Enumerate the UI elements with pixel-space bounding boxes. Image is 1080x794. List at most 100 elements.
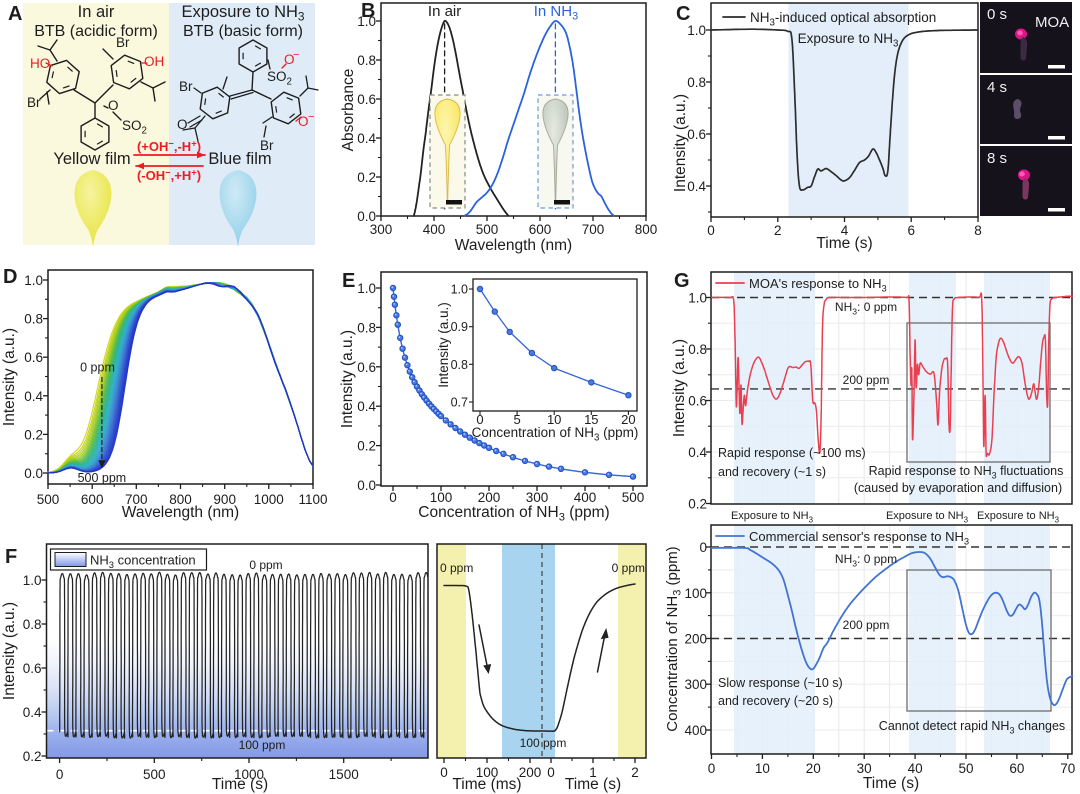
svg-text:Time (s): Time (s): [863, 775, 919, 792]
svg-text:10: 10: [755, 761, 770, 776]
svg-text:Intensity (a.u.): Intensity (a.u.): [672, 94, 689, 192]
svg-text:0.4: 0.4: [23, 705, 42, 720]
svg-text:15: 15: [584, 412, 598, 427]
svg-text:G: G: [674, 270, 690, 292]
svg-text:0.2: 0.2: [688, 497, 707, 512]
svg-text:MOA's response to NH3​: MOA's response to NH3​: [749, 276, 887, 294]
svg-text:SO2​: SO2​: [122, 118, 147, 137]
svg-text:400: 400: [423, 222, 446, 237]
svg-text:Time (s): Time (s): [816, 235, 872, 252]
svg-text:200: 200: [519, 765, 542, 780]
svg-text:Wavelength (nm): Wavelength (nm): [455, 237, 572, 254]
svg-text:−: −: [293, 49, 299, 61]
svg-text:0.8: 0.8: [451, 358, 468, 372]
svg-text:300: 300: [370, 222, 393, 237]
svg-text:0.0: 0.0: [24, 466, 43, 481]
svg-text:Wavelength (nm): Wavelength (nm): [122, 504, 239, 521]
svg-text:Commercial sensor's response t: Commercial sensor's response to NH3​: [749, 529, 969, 547]
svg-text:100 ppm: 100 ppm: [520, 736, 567, 750]
svg-text:Intensity (a.u.): Intensity (a.u.): [671, 339, 688, 437]
svg-text:300: 300: [526, 490, 549, 505]
svg-text:1.0: 1.0: [357, 14, 376, 29]
svg-text:0: 0: [707, 223, 715, 238]
svg-text:(-OH−​,+H+​): (-OH−​,+H+​): [137, 167, 201, 184]
svg-text:Yellow film: Yellow film: [53, 150, 130, 168]
svg-text:Intensity (a.u.): Intensity (a.u.): [436, 302, 451, 388]
svg-text:D: D: [3, 266, 17, 288]
svg-text:0 ppm: 0 ppm: [440, 561, 473, 575]
svg-text:0.8: 0.8: [688, 342, 707, 357]
svg-text:Absorbance: Absorbance: [340, 69, 357, 152]
svg-text:0.6: 0.6: [688, 394, 707, 409]
svg-text:Time (ms): Time (ms): [452, 776, 521, 793]
svg-text:OH: OH: [144, 54, 164, 69]
svg-text:O: O: [108, 98, 119, 113]
svg-text:E: E: [342, 270, 355, 292]
svg-text:Exposure to NH3​: Exposure to NH3​: [977, 510, 1060, 525]
svg-text:Concentration of NH3​ (ppm): Concentration of NH3​ (ppm): [418, 504, 609, 524]
svg-text:100: 100: [684, 586, 707, 601]
svg-text:1500: 1500: [329, 767, 359, 782]
svg-text:F: F: [5, 546, 17, 568]
svg-text:In NH3​: In NH3​: [534, 3, 578, 23]
svg-text:200: 200: [478, 490, 501, 505]
svg-text:5: 5: [513, 412, 520, 427]
svg-text:1.0: 1.0: [687, 23, 706, 38]
svg-text:Cannot detect rapid NH3​ chang: Cannot detect rapid NH3​ changes: [879, 719, 1065, 736]
svg-text:Concentration of NH3​ (ppm): Concentration of NH3​ (ppm): [664, 546, 684, 731]
svg-text:0.2: 0.2: [357, 439, 376, 454]
svg-text:20: 20: [621, 412, 635, 427]
svg-text:0.4: 0.4: [688, 445, 707, 460]
svg-text:O: O: [298, 114, 309, 129]
svg-text:0 ppm: 0 ppm: [612, 561, 645, 575]
svg-text:800: 800: [635, 222, 658, 237]
svg-text:Intensity (a.u.): Intensity (a.u.): [339, 330, 356, 428]
svg-text:Blue film: Blue film: [208, 150, 271, 168]
svg-text:0 s: 0 s: [987, 6, 1007, 23]
svg-text:0.2: 0.2: [24, 427, 43, 442]
svg-text:500 ppm: 500 ppm: [78, 471, 127, 485]
svg-text:60: 60: [1009, 761, 1024, 776]
svg-text:0: 0: [699, 540, 707, 555]
svg-text:8: 8: [974, 223, 982, 238]
svg-text:100 ppm: 100 ppm: [239, 738, 286, 752]
svg-text:0.6: 0.6: [357, 92, 376, 107]
svg-text:Br: Br: [179, 79, 193, 94]
svg-text:0.8: 0.8: [357, 53, 376, 68]
svg-text:Exposure to NH3​: Exposure to NH3​: [798, 31, 899, 50]
svg-text:40: 40: [908, 761, 923, 776]
svg-text:900: 900: [213, 492, 236, 507]
svg-text:0.6: 0.6: [23, 661, 42, 676]
svg-text:0.8: 0.8: [24, 312, 43, 327]
svg-text:0: 0: [476, 412, 483, 427]
svg-text:NH3​ concentration: NH3​ concentration: [90, 553, 196, 571]
svg-text:100: 100: [476, 765, 499, 780]
svg-text:4 s: 4 s: [987, 79, 1007, 96]
svg-text:0.7: 0.7: [451, 396, 468, 410]
svg-text:50: 50: [958, 761, 973, 776]
svg-text:0: 0: [56, 767, 64, 782]
svg-text:500: 500: [622, 490, 645, 505]
svg-text:Exposure to NH3​: Exposure to NH3​: [731, 510, 814, 525]
svg-text:8 s: 8 s: [987, 150, 1007, 167]
svg-text:100: 100: [430, 490, 453, 505]
svg-text:2: 2: [774, 223, 782, 238]
svg-text:1.0: 1.0: [357, 281, 376, 296]
svg-text:0 ppm: 0 ppm: [249, 558, 282, 572]
svg-text:400: 400: [574, 490, 597, 505]
svg-text:0: 0: [708, 761, 716, 776]
svg-text:0.2: 0.2: [23, 749, 42, 764]
svg-text:Exposure to NH3​: Exposure to NH3​: [181, 3, 304, 24]
svg-text:700: 700: [582, 222, 605, 237]
svg-text:600: 600: [81, 492, 104, 507]
svg-text:Br: Br: [27, 95, 41, 110]
svg-text:C: C: [676, 3, 690, 25]
svg-text:−: −: [308, 111, 314, 123]
svg-text:0: 0: [389, 490, 397, 505]
svg-text:300: 300: [684, 677, 707, 692]
svg-text:0.8: 0.8: [357, 320, 376, 335]
svg-text:0.9: 0.9: [451, 320, 468, 334]
svg-text:Br: Br: [260, 138, 274, 153]
svg-text:Time (s): Time (s): [565, 776, 621, 793]
svg-text:4: 4: [841, 223, 849, 238]
